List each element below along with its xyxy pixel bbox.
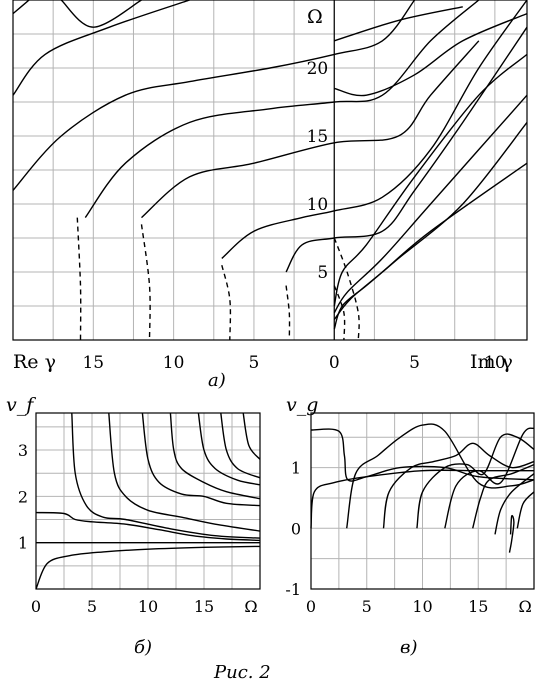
panel-a-solid-curve-11	[12, 0, 30, 15]
panel-c-x-tick: 10	[412, 597, 432, 616]
panel-c-y-tick: 0	[291, 519, 301, 538]
panel-a-dashed-curve-0	[285, 285, 291, 341]
panel-c-caption: в)	[400, 637, 418, 658]
panel-b-curves	[35, 412, 261, 590]
panel-a-x-tick-left: 0	[329, 353, 340, 373]
panel-a-solid-curve-6	[141, 40, 480, 219]
panel-a-solid-curve-1	[333, 162, 528, 321]
panel-c-x-tick: 15	[468, 597, 488, 616]
panel-a-x-tick-left: 15	[82, 353, 104, 373]
panel-a-solid-curve-0	[333, 121, 528, 330]
panel-a-dashed-curve-1	[221, 265, 232, 341]
panel-a-y-tick: 10	[307, 195, 329, 215]
panel-b-x-tick: 5	[87, 597, 97, 616]
panel-c-x-tick: Ω	[518, 597, 531, 616]
panel-a-frame	[12, 0, 528, 341]
panel-a-chart: Ω Re γ Im γ 15 10 5 0 5 10 5 10 15 20 a)	[12, 0, 528, 391]
panel-a-dashed-curve-2	[140, 224, 151, 341]
panel-c-y-tick: -1	[285, 580, 301, 599]
panel-a-solid-curve-12	[334, 12, 528, 97]
panel-c-curve-7	[494, 473, 535, 535]
panel-b-curve-7	[220, 412, 261, 479]
panel-b-curve-8	[242, 412, 261, 460]
panel-b-y-tick: 2	[18, 487, 28, 506]
panel-a-x-label-right: Im γ	[470, 351, 513, 373]
panel-c-grid	[310, 413, 535, 589]
panel-c-curve-3	[382, 442, 535, 529]
panel-a-y-label: Ω	[307, 6, 323, 28]
panel-c-x-tick: 0	[306, 597, 316, 616]
panel-c-y-label: v_g	[286, 394, 318, 416]
panel-a-solid-curve-9	[12, 0, 190, 96]
panel-c-curve-6	[472, 463, 535, 529]
panel-a-ticks: 15 10 5 0 5 10 5 10 15 20	[82, 59, 505, 373]
panel-b-x-tick: Ω	[244, 597, 257, 616]
panel-a-dashed-curve-4	[333, 237, 360, 341]
panel-c-curves	[310, 423, 535, 553]
panel-a-solid-curve-4	[285, 26, 528, 273]
panel-a-caption: a)	[208, 370, 226, 391]
panel-b-x-tick: 15	[194, 597, 214, 616]
panel-b-curve-5	[169, 412, 261, 500]
panel-a-y-tick: 15	[307, 127, 329, 147]
panel-b-x-tick: 0	[31, 597, 41, 616]
panel-c-curve-8	[516, 491, 535, 529]
panel-c-frame	[310, 412, 535, 590]
panel-b-caption: б)	[134, 637, 152, 658]
panel-c-curve-2	[346, 423, 535, 529]
panel-b-curve-4	[141, 412, 261, 507]
panel-b-ticks: 0 5 10 15 Ω 1 2 3	[18, 441, 258, 616]
panel-a-curves	[12, 0, 528, 341]
panel-a-dashed-curve-5	[333, 285, 346, 341]
panel-b-curve-3	[108, 412, 261, 532]
panel-a-solid-curve-2	[333, 94, 528, 314]
panel-c-chart: v_g 0 5 10 15 Ω -1 0 1 в)	[285, 394, 535, 658]
panel-c-y-tick: 1	[291, 459, 301, 478]
panel-c-ticks: 0 5 10 15 Ω -1 0 1	[285, 459, 531, 616]
figure-caption: Рис. 2	[213, 662, 271, 683]
panel-a-x-tick-right: 10	[484, 353, 506, 373]
panel-a-solid-curve-3	[333, 53, 528, 307]
panel-b-frame	[35, 412, 261, 590]
panel-a-x-tick-left: 10	[163, 353, 185, 373]
panel-a-solid-curve-8	[12, 0, 416, 191]
panel-b-curve-2	[71, 412, 261, 539]
panel-a-y-tick: 20	[307, 59, 329, 79]
panel-a-y-tick: 5	[317, 263, 328, 283]
panel-a-grid	[12, 0, 527, 340]
panel-a-solid-curve-7	[84, 0, 480, 219]
panel-a-x-tick-right: 5	[409, 353, 420, 373]
panel-b-curve-1	[35, 511, 261, 542]
panel-c-curve-9	[508, 514, 515, 553]
panel-a-solid-curve-10	[60, 0, 142, 28]
panel-c-x-tick: 5	[362, 597, 372, 616]
panel-b-chart: v_f 0 5 10 15 Ω 1 2 3 б)	[6, 394, 261, 658]
panel-a-solid-curve-13	[334, 6, 463, 42]
panel-c-curve-5	[444, 427, 535, 529]
panel-b-y-label: v_f	[6, 394, 36, 416]
panel-a-solid-curve-5	[221, 0, 528, 259]
panel-b-y-tick: 1	[18, 534, 28, 553]
panel-a-x-label-left: Re γ	[13, 351, 56, 373]
panel-a-x-tick-left: 5	[249, 353, 260, 373]
panel-b-x-tick: 10	[138, 597, 158, 616]
panel-a-dashed-curve-3	[76, 217, 82, 341]
panel-b-y-tick: 3	[18, 441, 28, 460]
panel-b-curve-0	[35, 545, 261, 590]
panel-b-grid	[35, 413, 261, 589]
panel-b-curve-6	[197, 412, 261, 486]
